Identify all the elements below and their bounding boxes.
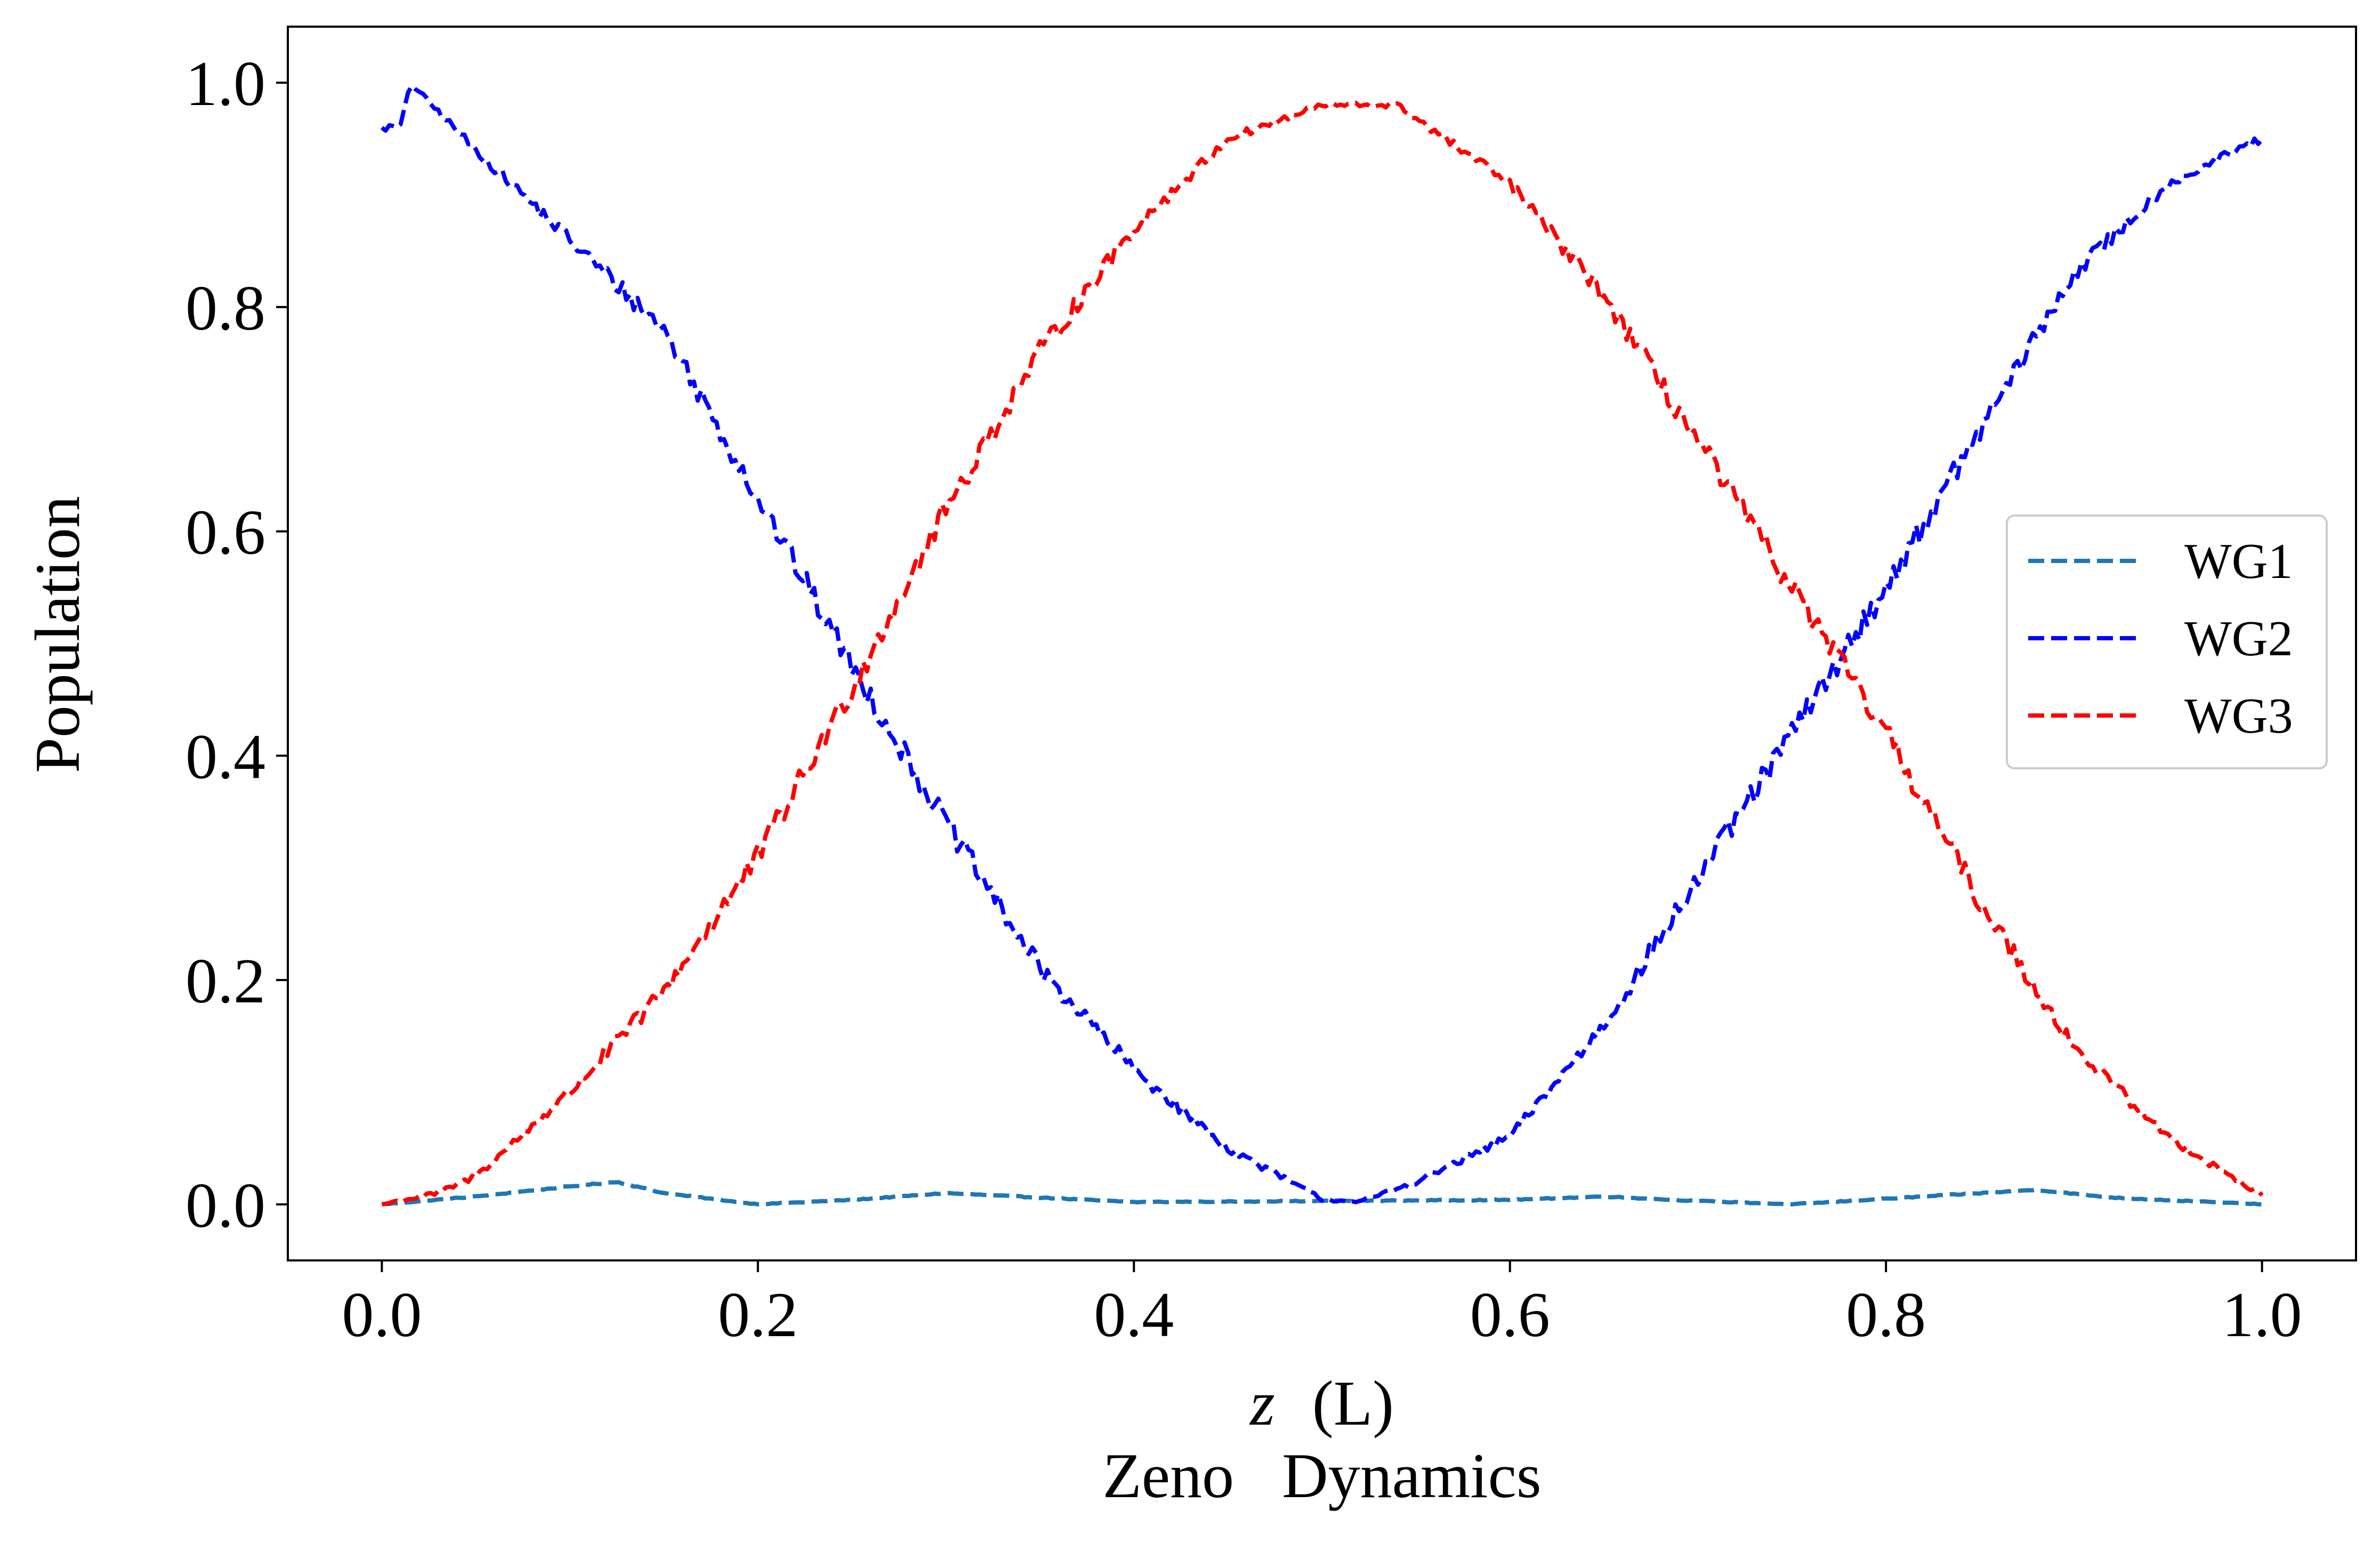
y-tick-label: 0.4: [185, 721, 265, 792]
x-axis-unit: (L): [1312, 1368, 1394, 1438]
y-tick-label: 0.2: [185, 945, 265, 1016]
chart-caption: Zeno Dynamics: [1102, 1440, 1541, 1511]
x-tick-label: 0.0: [342, 1279, 422, 1350]
y-tick-label: 0.8: [185, 272, 265, 343]
y-tick-label: 1.0: [185, 48, 265, 119]
x-tick-label: 0.8: [1846, 1279, 1926, 1350]
plot-area: [380, 83, 2264, 1207]
x-axis: 0.0 0.2 0.4 0.6 0.8 1.0: [342, 1260, 2302, 1350]
x-tick-label: 0.4: [1094, 1279, 1174, 1350]
legend-label-wg2: WG2: [2184, 611, 2293, 666]
legend-label-wg1: WG1: [2184, 534, 2293, 589]
series-line-wg3: [381, 100, 2264, 1207]
y-axis-label: Population: [22, 496, 93, 773]
legend-label-wg3: WG3: [2184, 688, 2293, 744]
x-tick-label: 1.0: [2222, 1279, 2302, 1350]
y-tick-label: 0.6: [185, 497, 265, 568]
x-tick-label: 0.6: [1470, 1279, 1550, 1350]
x-tick-label: 0.2: [718, 1279, 798, 1350]
plot-frame: [287, 26, 2357, 1261]
x-axis-label: z (L): [1249, 1368, 1394, 1438]
x-axis-variable: z: [1249, 1368, 1275, 1438]
y-tick-label: 0.0: [185, 1170, 265, 1241]
legend: WG1 WG2 WG3: [2006, 515, 2328, 769]
y-axis: 0.0 0.2 0.4 0.6 0.8 1.0: [185, 48, 288, 1241]
series-line-wg2: [380, 83, 2264, 1205]
legend-box: [2006, 515, 2328, 769]
